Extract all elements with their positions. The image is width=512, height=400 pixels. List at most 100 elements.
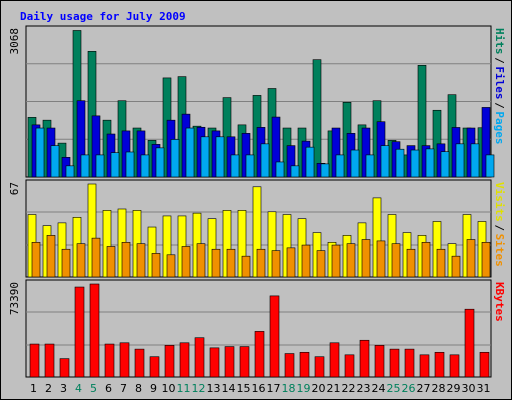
- bar-pages-day-1: [35, 127, 45, 178]
- bar-pages-day-28: [440, 151, 450, 178]
- x-axis-labels: 1 2 3 4 5 6 7 8 9 10 11 12 13 14 15 16 17 18 19 20 21 22 23 24 2…: [30, 382, 491, 395]
- bar-kbytes-day-11: [179, 342, 190, 378]
- bar-kbytes-day-9: [149, 356, 160, 378]
- bar-pages-day-15: [245, 154, 255, 178]
- bar-kbytes-day-19: [299, 351, 310, 378]
- panel-hits-legend: Hits / Files / Pages: [493, 28, 506, 145]
- bar-kbytes-day-2: [44, 343, 55, 378]
- bar-pages-day-18: [290, 165, 300, 178]
- bar-kbytes-day-8: [134, 348, 145, 378]
- x-label-day-15: 15: [237, 382, 251, 395]
- bar-sites-day-25: [391, 243, 401, 278]
- panel-visits-legend: Visits / Sites: [493, 182, 506, 267]
- panel-kbytes-max-label: 73390: [8, 282, 21, 315]
- x-label-day-12: 12: [192, 382, 206, 395]
- x-label-day-19: 19: [297, 382, 311, 395]
- panel-hits: 3068 Hits / Files / Pages: [8, 25, 506, 178]
- x-label-day-6: 6: [105, 382, 112, 395]
- legend-pages: Pages: [493, 111, 506, 144]
- panel-visits: 67 Visits / Sites: [8, 179, 506, 278]
- bar-pages-day-20: [320, 163, 330, 178]
- legend-separator: /: [493, 225, 506, 232]
- bar-pages-day-26: [410, 149, 420, 178]
- bar-kbytes-day-1: [29, 343, 40, 378]
- x-label-day-22: 22: [342, 382, 356, 395]
- legend-kbytes: KBytes: [493, 282, 506, 322]
- bar-pages-day-6: [110, 152, 120, 178]
- x-label-day-20: 20: [312, 382, 326, 395]
- bar-pages-day-25: [395, 148, 405, 178]
- bar-kbytes-day-28: [434, 351, 445, 378]
- x-label-day-11: 11: [177, 382, 191, 395]
- x-label-day-3: 3: [60, 382, 67, 395]
- x-label-day-23: 23: [357, 382, 371, 395]
- bar-kbytes-day-4: [74, 286, 85, 378]
- bar-kbytes-day-24: [374, 345, 385, 378]
- bar-sites-day-21: [331, 244, 341, 278]
- bar-pages-day-14: [230, 154, 240, 178]
- x-label-day-14: 14: [222, 382, 236, 395]
- bar-pages-day-16: [260, 143, 270, 178]
- bar-kbytes-day-5: [89, 283, 100, 378]
- x-label-day-8: 8: [135, 382, 142, 395]
- bar-kbytes-day-20: [314, 356, 325, 378]
- x-label-day-30: 30: [462, 382, 476, 395]
- bar-kbytes-day-14: [224, 346, 235, 378]
- bar-pages-day-10: [170, 139, 180, 178]
- bar-sites-day-15: [241, 255, 251, 278]
- bar-pages-day-12: [200, 136, 210, 178]
- bar-kbytes-day-15: [239, 346, 250, 378]
- bar-sites-day-26: [406, 248, 416, 278]
- bar-kbytes-day-26: [404, 348, 415, 378]
- bar-pages-day-24: [380, 145, 390, 178]
- legend-separator: /: [493, 57, 506, 64]
- bar-sites-day-11: [181, 246, 191, 278]
- bar-kbytes-day-22: [344, 354, 355, 378]
- x-label-day-13: 13: [207, 382, 221, 395]
- panel-visits-max-label: 67: [8, 182, 21, 195]
- x-label-day-10: 10: [162, 382, 176, 395]
- bar-sites-day-5: [91, 237, 101, 278]
- bar-pages-day-9: [155, 147, 165, 178]
- x-label-day-18: 18: [282, 382, 296, 395]
- bar-sites-day-7: [121, 241, 131, 278]
- bar-sites-day-17: [271, 250, 281, 278]
- bar-sites-day-1: [31, 241, 41, 278]
- x-label-day-29: 29: [447, 382, 461, 395]
- legend-hits: Hits: [493, 28, 506, 55]
- bar-kbytes-day-16: [254, 331, 265, 378]
- bar-pages-day-21: [335, 154, 345, 178]
- x-label-day-4: 4: [75, 382, 82, 395]
- bar-sites-day-28: [436, 248, 446, 278]
- legend-sites: Sites: [493, 234, 506, 267]
- bar-sites-day-29: [451, 255, 461, 278]
- bar-kbytes-day-30: [464, 308, 475, 378]
- bar-sites-day-16: [256, 248, 266, 278]
- bar-sites-day-22: [346, 243, 356, 278]
- x-label-day-27: 27: [417, 382, 431, 395]
- x-label-day-17: 17: [267, 382, 281, 395]
- bar-sites-day-30: [466, 239, 476, 278]
- panel-kbytes: 73390 KBytes: [8, 279, 506, 378]
- chart-title: Daily usage for July 2009: [20, 10, 186, 23]
- bar-sites-day-12: [196, 243, 206, 278]
- bar-kbytes-day-25: [389, 348, 400, 378]
- bar-sites-day-3: [61, 248, 71, 278]
- bar-kbytes-day-10: [164, 345, 175, 378]
- bar-kbytes-day-7: [119, 342, 130, 378]
- bar-kbytes-day-31: [479, 351, 490, 378]
- bar-sites-day-2: [46, 235, 56, 278]
- bar-kbytes-day-3: [59, 358, 70, 378]
- bar-pages-day-8: [140, 154, 150, 178]
- bar-pages-day-19: [305, 146, 315, 178]
- chart-panels: 3068 Hits / Files / Pages 67 Visits / Sites 73390 K…: [8, 25, 506, 378]
- x-label-day-7: 7: [120, 382, 127, 395]
- bar-kbytes-day-21: [329, 342, 340, 378]
- x-label-day-5: 5: [90, 382, 97, 395]
- bar-sites-day-6: [106, 246, 116, 278]
- x-label-day-24: 24: [372, 382, 386, 395]
- bar-pages-day-23: [365, 154, 375, 178]
- bar-sites-day-19: [301, 244, 311, 278]
- bar-pages-day-31: [485, 154, 495, 178]
